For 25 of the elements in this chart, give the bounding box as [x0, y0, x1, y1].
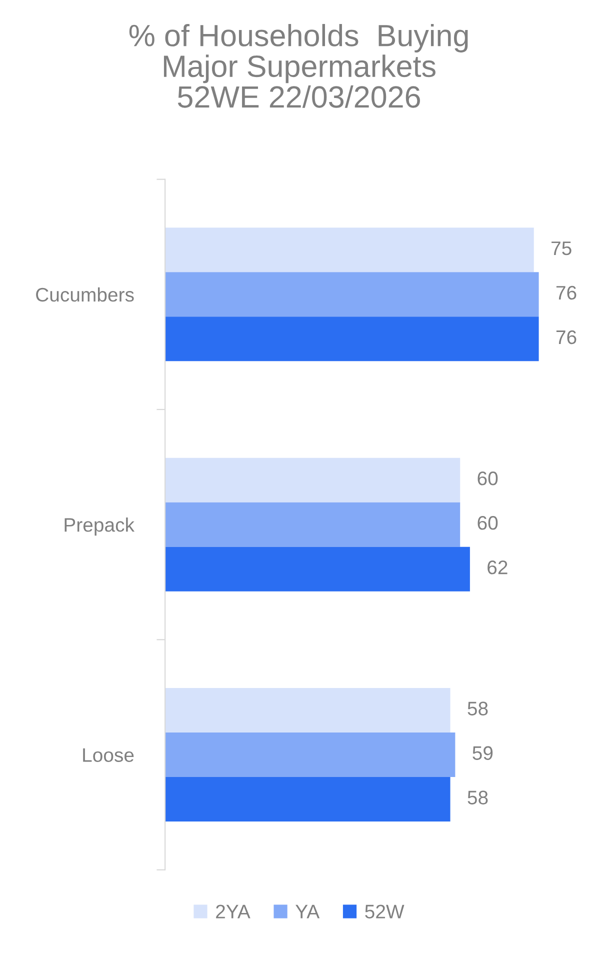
data-label: 60: [478, 516, 498, 530]
bar: [165, 316, 539, 362]
bar: [165, 272, 539, 317]
data-label: 60: [478, 472, 498, 486]
y-tick-label: Cucumbers: [36, 287, 134, 302]
data-label: 58: [468, 702, 488, 716]
chart-title: % of Households Buying Major Supermarkets 52WE 22/03/2026: [129, 24, 468, 108]
data-label: 62: [488, 560, 508, 574]
bar: [165, 502, 460, 547]
bar: [165, 228, 534, 272]
y-tick-label: Prepack: [64, 518, 135, 536]
data-label: 76: [556, 286, 576, 300]
y-tick-label: Loose: [83, 748, 134, 762]
data-label: 76: [556, 330, 576, 344]
legend-label: 2YA: [216, 904, 250, 918]
legend-label: YA: [296, 904, 320, 918]
bar: [165, 776, 450, 822]
data-label: 59: [472, 746, 493, 760]
bar: [165, 732, 456, 777]
legend-label: 52W: [365, 904, 404, 918]
data-label: 75: [552, 242, 572, 256]
bar: [165, 546, 470, 592]
bar: [165, 688, 450, 732]
data-label: 58: [468, 790, 488, 804]
bar: [165, 458, 460, 502]
